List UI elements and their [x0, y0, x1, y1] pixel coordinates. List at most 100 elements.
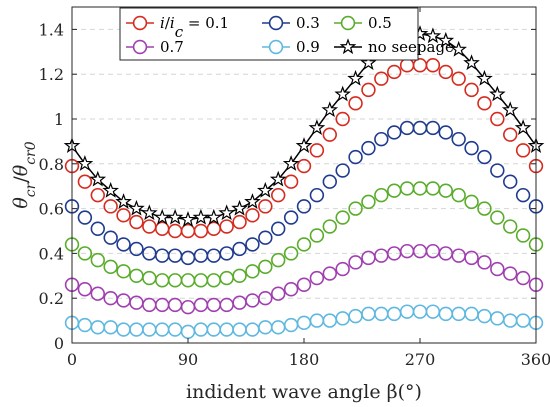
data-point [103, 199, 118, 214]
data-point [296, 237, 312, 252]
data-point-star [308, 119, 326, 136]
data-point [116, 322, 131, 337]
data-point [283, 317, 299, 333]
data-point [348, 255, 363, 270]
data-point [412, 243, 428, 259]
data-point [309, 143, 325, 158]
data-point [322, 219, 337, 234]
data-point [90, 252, 105, 268]
x-axis-label: indident wave angle β(°) [186, 381, 422, 403]
data-point [129, 214, 144, 230]
x-tick-label: 180 [289, 350, 320, 369]
data-point [387, 183, 402, 198]
data-point [77, 174, 93, 189]
data-point [322, 127, 337, 142]
data-point [374, 187, 389, 203]
data-point [167, 322, 183, 337]
data-point [193, 297, 209, 313]
data-point [283, 282, 299, 297]
data-point [490, 163, 505, 178]
data-point [193, 322, 209, 337]
data-point [232, 241, 247, 257]
data-point [464, 306, 479, 322]
y-tick-label: 0.6 [39, 200, 64, 219]
data-point [438, 125, 453, 140]
data-point-star [514, 119, 532, 136]
data-point [206, 273, 221, 288]
data-point [464, 194, 479, 210]
data-point [412, 120, 428, 136]
data-point-star [89, 170, 107, 187]
data-point-star [76, 155, 94, 171]
data-point [361, 250, 376, 266]
data-point [219, 322, 234, 337]
data-point-star [244, 193, 261, 209]
data-point [103, 230, 118, 245]
axes: 0 0.2 0.4 0.6 0.8 1 1.2 1.4 0 90 180 270 360 [39, 7, 550, 369]
data-point [245, 293, 260, 308]
data-point-star [257, 181, 274, 198]
data-point [425, 243, 441, 259]
data-point [271, 286, 286, 301]
data-point [90, 221, 105, 236]
legend-marker [132, 15, 148, 31]
data-point [361, 82, 376, 98]
data-point [90, 187, 105, 203]
data-point [348, 308, 363, 324]
data-point [77, 282, 93, 297]
data-point [490, 111, 505, 127]
data-point [206, 221, 221, 236]
data-point [232, 295, 247, 310]
data-point-star [218, 204, 235, 221]
data-point-star [231, 199, 248, 216]
data-point [245, 208, 260, 223]
data-point [425, 181, 441, 196]
y-tick-label: 1 [54, 110, 64, 129]
data-point-star [166, 208, 184, 225]
data-point [309, 228, 325, 243]
data-point [451, 131, 466, 147]
data-point [271, 320, 286, 335]
data-point [374, 306, 389, 322]
data-point [477, 308, 492, 324]
data-point [142, 270, 157, 286]
data-point [515, 313, 531, 328]
data-point [180, 250, 196, 266]
data-point-star [360, 54, 377, 71]
data-point-star [347, 69, 364, 86]
data-point [103, 259, 118, 275]
data-point [142, 297, 157, 313]
data-point [77, 210, 93, 225]
legend-box [119, 7, 419, 61]
y-tick-label: 0 [54, 334, 64, 353]
data-point-star [450, 40, 467, 57]
data-point [258, 320, 273, 335]
data-point [412, 58, 428, 73]
x-tick-label: 270 [405, 350, 436, 369]
data-point-star [463, 54, 480, 71]
data-point [464, 250, 479, 266]
data-point [399, 58, 415, 73]
legend-label: 0.5 [368, 14, 392, 32]
data-point [219, 246, 234, 261]
data-point [77, 246, 93, 261]
data-point [206, 322, 221, 337]
data-point [515, 187, 531, 203]
data-point [451, 306, 466, 322]
data-point [374, 248, 389, 263]
x-tick-label: 0 [67, 350, 77, 369]
data-point [490, 311, 505, 326]
data-point-star [424, 27, 442, 44]
legend: i/ic = 0.1 0.3 0.5 0.7 0.9 no seepage [119, 7, 454, 61]
data-point [90, 286, 105, 301]
data-point [245, 264, 260, 279]
plot-series [63, 25, 545, 339]
data-point [387, 125, 402, 140]
data-point [399, 304, 415, 319]
data-point [296, 199, 312, 214]
data-point [155, 273, 170, 288]
data-point [348, 201, 363, 216]
data-point [490, 261, 505, 277]
legend-marker [340, 15, 356, 31]
data-point [245, 322, 260, 337]
